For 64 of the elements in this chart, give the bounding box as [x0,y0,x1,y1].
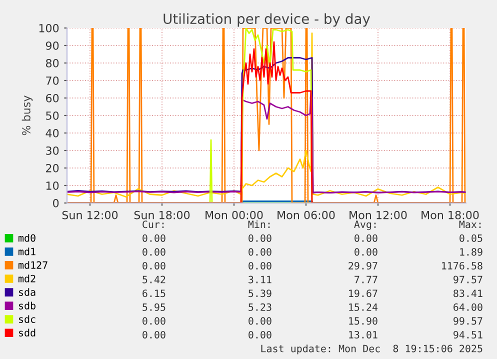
text: 0.00 [142,317,166,325]
legend-label: sdb [19,302,36,310]
y-tick-label: 20 [46,164,59,172]
y-tick-label: 50 [46,111,59,120]
text: 0.00 [142,234,166,242]
text: Cur: [142,220,164,228]
text: 7.77 [354,276,378,284]
y-tick-label: 0 [53,198,59,208]
y-tick-label: 40 [46,128,59,138]
x-tick-label: Mon 00:00 [206,210,263,220]
text: 0.00 [142,262,166,270]
y-tick-label: 80 [46,58,59,68]
text: 1.89 [460,248,482,256]
legend-label: md127 [18,261,48,269]
y-tick-label: 90 [46,41,59,50]
y-tick-label: 100 [39,24,59,32]
text: 0.00 [354,234,378,242]
text: 5.95 [142,303,166,311]
text: 19.67 [349,290,378,298]
legend-label: sdd [19,328,36,337]
text: 6.15 [142,290,166,298]
text: 1176.58 [442,262,482,270]
legend-label: md0 [18,234,36,242]
chart-title: Utilization per device - by day [164,13,370,27]
legend-label: sdc [19,315,36,323]
text: 97.57 [454,276,482,284]
x-tick-label: Sun 12:00 [62,210,118,220]
text: 0.00 [248,317,272,325]
text: 3.11 [248,276,272,284]
text: 0.00 [354,248,378,256]
text: 13.01 [349,330,378,339]
legend-label: md1 [18,248,36,256]
legend-label: md2 [18,274,36,282]
text: 0.00 [142,248,166,256]
text: 64.00 [454,303,482,311]
text: 0.00 [248,234,272,242]
text: 29.97 [348,262,378,270]
text: Max: [459,220,481,228]
text: Last update: Mon Dec 8 19:15:06 2025 [261,344,482,354]
text: 5.39 [248,290,272,298]
text: 5.42 [142,276,166,284]
x-tick-label: Sun 18:00 [134,210,190,220]
y-tick-label: 10 [46,181,59,190]
text: Avg: [354,220,376,230]
y-tick-label: 30 [46,146,59,155]
text: Min: [248,220,270,228]
text: 15.90 [349,317,378,325]
text: 0.00 [248,330,272,339]
x-tick-label: Mon 18:00 [422,210,479,220]
legend-label: sda [19,288,36,296]
y-tick-label: 70 [46,76,59,85]
text: 5.23 [248,303,272,311]
text: 83.41 [454,290,482,298]
text: 94.51 [454,330,482,339]
text: 0.00 [248,248,272,256]
y-axis-title: % busy [22,96,33,136]
x-tick-label: Mon 06:00 [278,210,335,220]
text: 99.57 [454,317,482,325]
text: 0.00 [248,262,272,270]
text: 0.05 [460,234,482,242]
x-tick-label: Mon 12:00 [350,210,407,220]
text: 0.00 [142,330,166,339]
y-tick-label: 60 [46,94,59,102]
text: 15.24 [349,303,378,311]
